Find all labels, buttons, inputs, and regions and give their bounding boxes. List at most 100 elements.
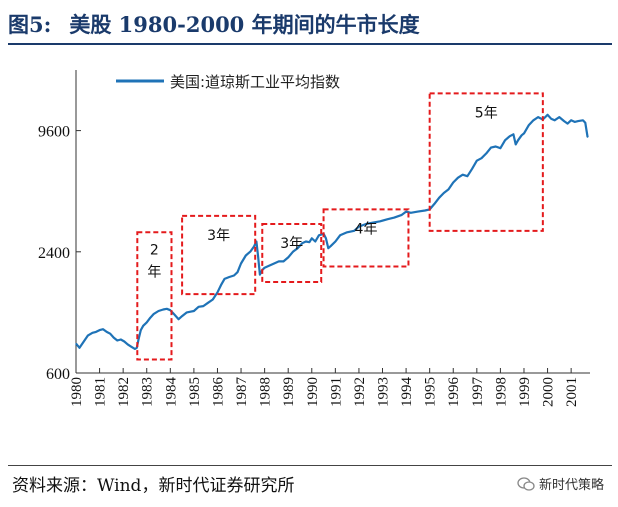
x-tick-label: 1987 bbox=[234, 377, 250, 408]
data-point bbox=[257, 254, 259, 257]
data-point bbox=[287, 256, 289, 258]
data-point bbox=[162, 308, 164, 311]
data-point bbox=[504, 139, 506, 141]
x-tick-label: 1997 bbox=[470, 377, 486, 408]
source-note: 资料来源：Wind，新时代证券研究所 bbox=[12, 476, 295, 496]
data-point bbox=[181, 315, 183, 317]
data-point bbox=[517, 139, 519, 141]
data-point bbox=[499, 147, 501, 149]
data-point bbox=[120, 338, 122, 341]
data-point bbox=[305, 240, 307, 243]
x-tick-label: 1992 bbox=[352, 377, 368, 407]
figure-number: 图5: bbox=[8, 12, 52, 37]
data-point bbox=[99, 329, 101, 331]
data-point bbox=[587, 136, 589, 138]
bull-market-label: 3年 bbox=[280, 236, 303, 252]
data-point bbox=[233, 274, 235, 277]
watermark-text: 新时代策略 bbox=[538, 478, 604, 493]
x-tick-label: 1994 bbox=[399, 377, 415, 408]
data-point bbox=[292, 251, 294, 253]
data-point bbox=[311, 237, 313, 239]
data-point bbox=[109, 333, 111, 335]
data-point bbox=[393, 217, 395, 219]
data-point bbox=[297, 247, 299, 249]
data-point bbox=[308, 241, 310, 243]
data-point bbox=[386, 218, 388, 220]
data-point bbox=[223, 278, 226, 280]
data-point bbox=[91, 332, 94, 334]
data-point bbox=[476, 160, 478, 162]
data-point bbox=[410, 212, 412, 214]
data-point bbox=[417, 211, 419, 213]
x-tick-label: 1982 bbox=[116, 377, 132, 407]
data-point bbox=[212, 298, 214, 301]
x-tick-label: 1996 bbox=[446, 377, 462, 408]
data-point bbox=[178, 318, 180, 320]
x-tick-label: 1985 bbox=[187, 377, 203, 407]
wechat-icon bbox=[517, 476, 535, 491]
data-point bbox=[452, 181, 454, 184]
data-point bbox=[249, 250, 252, 252]
data-point bbox=[346, 231, 348, 233]
data-point bbox=[509, 135, 511, 137]
data-point bbox=[153, 313, 155, 315]
data-point bbox=[405, 211, 407, 213]
x-tick-label: 1993 bbox=[376, 377, 392, 407]
data-point bbox=[330, 245, 332, 247]
data-point bbox=[106, 331, 108, 333]
bull-market-label: 4年 bbox=[355, 221, 378, 237]
x-tick-label: 1981 bbox=[93, 377, 109, 407]
data-point bbox=[95, 331, 97, 333]
data-point bbox=[142, 325, 144, 327]
data-point bbox=[102, 328, 104, 330]
data-point bbox=[166, 308, 168, 310]
data-point bbox=[512, 133, 515, 135]
data-point bbox=[471, 168, 473, 170]
data-point bbox=[318, 234, 320, 236]
data-point bbox=[193, 310, 195, 312]
data-point bbox=[327, 247, 329, 249]
data-point bbox=[314, 240, 316, 243]
title-divider bbox=[8, 43, 612, 45]
bull-market-box bbox=[261, 222, 323, 283]
data-point bbox=[259, 274, 261, 276]
data-point bbox=[116, 339, 118, 342]
data-point bbox=[537, 116, 539, 118]
data-point bbox=[228, 276, 230, 278]
data-point bbox=[334, 240, 336, 243]
bull-market-box bbox=[136, 231, 173, 361]
series-line bbox=[75, 113, 589, 350]
data-point bbox=[134, 348, 136, 350]
data-point bbox=[220, 284, 222, 286]
data-point bbox=[550, 118, 552, 120]
figure-title: 图5: 美股 1980-2000 年期间的牛市长度 bbox=[8, 6, 420, 42]
x-tick-label: 2001 bbox=[564, 377, 580, 407]
y-tick-label: 9600 bbox=[38, 124, 70, 141]
figure-title-text: 美股 1980-2000 年期间的牛市长度 bbox=[69, 12, 420, 37]
data-point bbox=[582, 119, 584, 121]
data-point bbox=[245, 254, 247, 257]
data-point bbox=[339, 234, 341, 236]
data-point bbox=[216, 291, 219, 293]
data-point bbox=[353, 230, 355, 232]
data-point bbox=[574, 121, 576, 123]
data-point bbox=[447, 188, 450, 190]
chart: 600 2400 9600 1980 1981 1982 1983 1984 1985 1986 1… bbox=[38, 70, 590, 408]
data-point bbox=[547, 114, 549, 116]
data-point bbox=[87, 335, 89, 337]
y-tick-label: 2400 bbox=[38, 245, 70, 262]
x-tick-label: 1980 bbox=[69, 377, 85, 407]
data-point bbox=[515, 143, 517, 145]
x-tick-label: 1999 bbox=[517, 377, 533, 407]
data-point bbox=[358, 226, 360, 228]
watermark: 新时代策略 bbox=[517, 474, 604, 493]
data-point bbox=[136, 347, 138, 349]
x-tick-label: 1998 bbox=[493, 377, 509, 407]
bull-market-box bbox=[322, 208, 410, 268]
data-point bbox=[264, 267, 266, 269]
data-point bbox=[123, 340, 125, 343]
y-tick-label: 600 bbox=[46, 366, 70, 383]
data-point bbox=[278, 260, 280, 262]
data-point bbox=[554, 119, 556, 121]
x-tick-label: 1984 bbox=[163, 377, 179, 408]
